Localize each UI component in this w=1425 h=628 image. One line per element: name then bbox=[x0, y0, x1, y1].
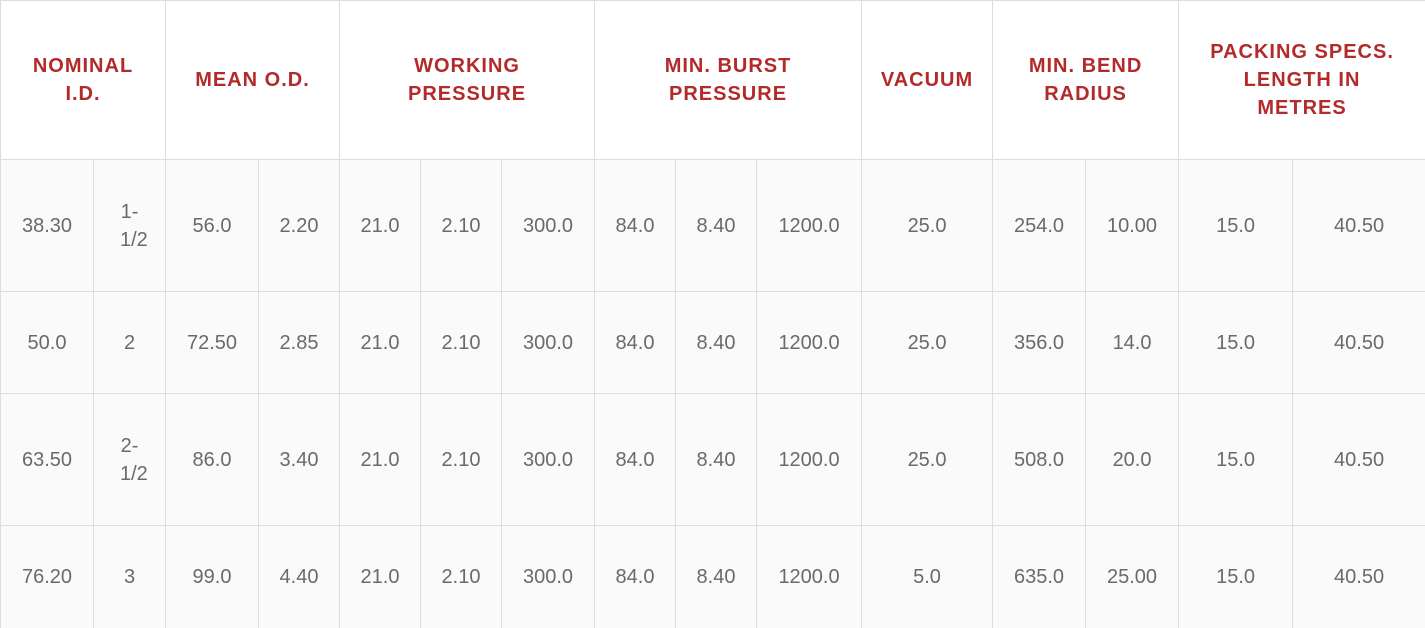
cell-working-pressure-bar: 21.0 bbox=[339, 291, 422, 394]
cell-nominal-id-mm: 63.50 bbox=[0, 393, 94, 526]
cell-bend-radius-mm: 356.0 bbox=[992, 291, 1087, 394]
cell-vacuum: 5.0 bbox=[861, 525, 994, 628]
cell-packing-length-2: 40.50 bbox=[1292, 525, 1425, 628]
table-row: 76.20 3 99.0 4.40 21.0 2.10 300.0 84.0 8.40 1200.… bbox=[0, 525, 1425, 628]
cell-nominal-id-inch: 2-1/2 bbox=[92, 393, 167, 526]
cell-working-pressure-bar: 21.0 bbox=[339, 525, 422, 628]
cell-packing-length-1: 15.0 bbox=[1178, 291, 1294, 394]
cell-packing-length-2: 40.50 bbox=[1292, 393, 1425, 526]
cell-burst-pressure-psi: 1200.0 bbox=[756, 393, 863, 526]
cell-working-pressure-mpa: 2.10 bbox=[420, 393, 503, 526]
cell-mean-od-mm: 56.0 bbox=[165, 159, 260, 292]
cell-burst-pressure-psi: 1200.0 bbox=[756, 159, 863, 292]
cell-bend-radius-inch: 20.0 bbox=[1085, 393, 1180, 526]
header-vacuum: VACUUM bbox=[861, 0, 994, 160]
cell-vacuum: 25.0 bbox=[861, 159, 994, 292]
cell-mean-od-mm: 72.50 bbox=[165, 291, 260, 394]
cell-burst-pressure-psi: 1200.0 bbox=[756, 291, 863, 394]
cell-working-pressure-mpa: 2.10 bbox=[420, 291, 503, 394]
cell-bend-radius-inch: 10.00 bbox=[1085, 159, 1180, 292]
header-min-burst-pressure: MIN. BURST PRESSURE bbox=[594, 0, 863, 160]
cell-mean-od-mm: 99.0 bbox=[165, 525, 260, 628]
cell-bend-radius-mm: 508.0 bbox=[992, 393, 1087, 526]
cell-vacuum: 25.0 bbox=[861, 393, 994, 526]
cell-burst-pressure-bar: 84.0 bbox=[594, 393, 677, 526]
cell-working-pressure-psi: 300.0 bbox=[501, 393, 596, 526]
cell-nominal-id-mm: 76.20 bbox=[0, 525, 94, 628]
table-body: 38.30 1-1/2 56.0 2.20 21.0 2.10 300.0 84.0 8.40 1… bbox=[0, 159, 1425, 628]
cell-working-pressure-bar: 21.0 bbox=[339, 393, 422, 526]
cell-packing-length-2: 40.50 bbox=[1292, 159, 1425, 292]
cell-nominal-id-mm: 50.0 bbox=[0, 291, 94, 394]
cell-packing-length-1: 15.0 bbox=[1178, 159, 1294, 292]
cell-vacuum: 25.0 bbox=[861, 291, 994, 394]
cell-burst-pressure-psi: 1200.0 bbox=[756, 525, 863, 628]
cell-nominal-id-inch: 3 bbox=[92, 525, 167, 628]
cell-mean-od-inch: 3.40 bbox=[258, 393, 341, 526]
cell-working-pressure-mpa: 2.10 bbox=[420, 525, 503, 628]
cell-burst-pressure-bar: 84.0 bbox=[594, 525, 677, 628]
cell-working-pressure-mpa: 2.10 bbox=[420, 159, 503, 292]
cell-bend-radius-inch: 14.0 bbox=[1085, 291, 1180, 394]
header-packing-specs: PACKING SPECS. LENGTH IN METRES bbox=[1178, 0, 1425, 160]
header-nominal-id: NOMINAL I.D. bbox=[0, 0, 167, 160]
cell-packing-length-1: 15.0 bbox=[1178, 525, 1294, 628]
cell-nominal-id-mm: 38.30 bbox=[0, 159, 94, 292]
header-working-pressure: WORKING PRESSURE bbox=[339, 0, 596, 160]
cell-mean-od-inch: 2.20 bbox=[258, 159, 341, 292]
cell-nominal-id-inch: 1-1/2 bbox=[92, 159, 167, 292]
table-row: 50.0 2 72.50 2.85 21.0 2.10 300.0 84.0 8.40 1200.… bbox=[0, 291, 1425, 394]
header-min-bend-radius: MIN. BEND RADIUS bbox=[992, 0, 1180, 160]
cell-bend-radius-mm: 635.0 bbox=[992, 525, 1087, 628]
cell-bend-radius-mm: 254.0 bbox=[992, 159, 1087, 292]
header-row: NOMINAL I.D. MEAN O.D. WORKING PRESSURE … bbox=[0, 0, 1425, 160]
cell-burst-pressure-bar: 84.0 bbox=[594, 159, 677, 292]
cell-burst-pressure-mpa: 8.40 bbox=[675, 393, 758, 526]
cell-working-pressure-psi: 300.0 bbox=[501, 159, 596, 292]
cell-mean-od-mm: 86.0 bbox=[165, 393, 260, 526]
table-row: 38.30 1-1/2 56.0 2.20 21.0 2.10 300.0 84.0 8.40 1… bbox=[0, 159, 1425, 292]
cell-burst-pressure-mpa: 8.40 bbox=[675, 159, 758, 292]
cell-working-pressure-psi: 300.0 bbox=[501, 291, 596, 394]
cell-packing-length-2: 40.50 bbox=[1292, 291, 1425, 394]
cell-working-pressure-bar: 21.0 bbox=[339, 159, 422, 292]
cell-working-pressure-psi: 300.0 bbox=[501, 525, 596, 628]
table-row: 63.50 2-1/2 86.0 3.40 21.0 2.10 300.0 84.0 8.40 1… bbox=[0, 393, 1425, 526]
cell-burst-pressure-mpa: 8.40 bbox=[675, 525, 758, 628]
cell-nominal-id-inch: 2 bbox=[92, 291, 167, 394]
cell-mean-od-inch: 2.85 bbox=[258, 291, 341, 394]
cell-bend-radius-inch: 25.00 bbox=[1085, 525, 1180, 628]
header-mean-od: MEAN O.D. bbox=[165, 0, 341, 160]
cell-burst-pressure-mpa: 8.40 bbox=[675, 291, 758, 394]
cell-packing-length-1: 15.0 bbox=[1178, 393, 1294, 526]
cell-mean-od-inch: 4.40 bbox=[258, 525, 341, 628]
cell-burst-pressure-bar: 84.0 bbox=[594, 291, 677, 394]
